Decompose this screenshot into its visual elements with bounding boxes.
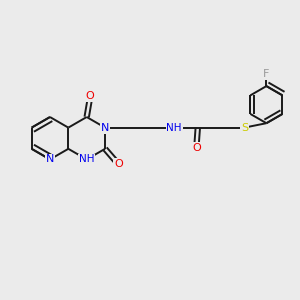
Text: N: N bbox=[101, 123, 109, 133]
Text: S: S bbox=[241, 123, 248, 133]
Text: NH: NH bbox=[79, 154, 94, 164]
Text: O: O bbox=[86, 92, 94, 101]
Text: F: F bbox=[263, 69, 270, 79]
Text: NH: NH bbox=[167, 123, 182, 133]
Text: N: N bbox=[46, 154, 54, 164]
Text: O: O bbox=[192, 143, 201, 153]
Text: O: O bbox=[114, 159, 123, 169]
